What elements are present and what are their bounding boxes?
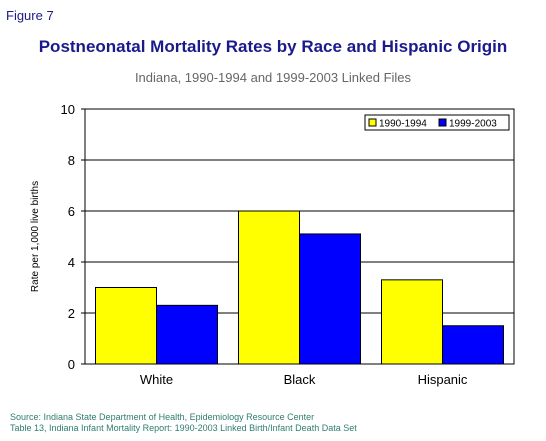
bar-1999-2003-Black bbox=[299, 233, 361, 365]
x-tick-label: Hispanic bbox=[418, 372, 468, 387]
y-tick-label: 2 bbox=[68, 306, 75, 321]
legend bbox=[364, 114, 510, 131]
y-tick-label: 10 bbox=[61, 102, 75, 117]
legend-swatch bbox=[368, 118, 377, 127]
y-tick-label: 0 bbox=[68, 357, 75, 372]
legend-label: 1990-1994 bbox=[379, 119, 427, 130]
x-tick-label: Black bbox=[284, 372, 316, 387]
chart-subtitle: Indiana, 1990-1994 and 1999-2003 Linked … bbox=[134, 70, 412, 85]
bar-1990-1994-White bbox=[95, 287, 157, 365]
legend-swatch bbox=[438, 118, 447, 127]
source-line-2: Table 13, Indiana Infant Mortality Repor… bbox=[10, 423, 357, 433]
figure-label: Figure 7 bbox=[6, 8, 54, 23]
y-tick-label: 4 bbox=[68, 255, 75, 270]
y-tick-label: 8 bbox=[68, 153, 75, 168]
source-line-1: Source: Indiana State Department of Heal… bbox=[10, 412, 315, 422]
bar-1999-2003-White bbox=[156, 304, 218, 365]
x-tick-label: White bbox=[140, 372, 173, 387]
bar-1999-2003-Hispanic bbox=[442, 325, 504, 365]
bar-1990-1994-Hispanic bbox=[381, 279, 443, 365]
bar-1990-1994-Black bbox=[238, 210, 300, 365]
y-axis-label: Rate per 1,000 live births bbox=[30, 181, 41, 292]
legend-label: 1999-2003 bbox=[449, 119, 497, 130]
y-tick-label: 6 bbox=[68, 204, 75, 219]
chart-title: Postneonatal Mortality Rates by Race and… bbox=[38, 37, 508, 56]
